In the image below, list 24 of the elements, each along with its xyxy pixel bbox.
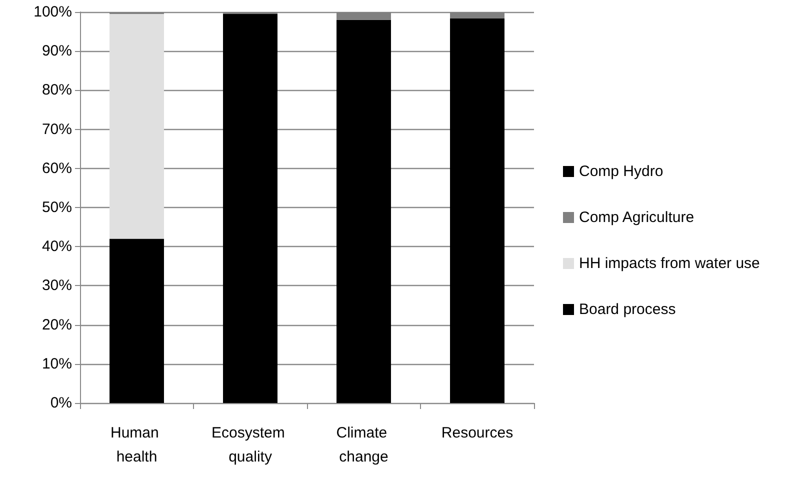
bar xyxy=(110,14,164,239)
legend-label: HH impacts from water use xyxy=(579,255,760,272)
x-tick-label: Ecosystem quality xyxy=(211,424,290,466)
y-tick-label: 60% xyxy=(42,160,72,177)
y-tick-label: 10% xyxy=(42,355,72,372)
x-tick-label: Climate change xyxy=(336,424,392,466)
x-tick-label: Resources xyxy=(441,424,514,442)
y-tick-label: 70% xyxy=(42,120,72,138)
y-tick-label: 90% xyxy=(42,42,72,60)
legend-label: Comp Agriculture xyxy=(579,209,694,226)
y-tick-label: 0% xyxy=(50,394,72,412)
bar xyxy=(110,238,164,403)
y-tick-label: 50% xyxy=(42,199,72,216)
x-tick-label: Human health xyxy=(110,424,164,466)
bar xyxy=(336,20,391,403)
bar xyxy=(450,18,504,403)
y-tick-label: 20% xyxy=(42,316,72,334)
y-tick-label: 40% xyxy=(42,238,72,256)
y-tick-label: 80% xyxy=(42,82,72,99)
y-tick-label: 30% xyxy=(42,277,72,294)
bar xyxy=(223,14,278,403)
y-tick-label: 100% xyxy=(34,4,72,20)
legend-label: Board process xyxy=(579,301,676,318)
legend-label: Comp Hydro xyxy=(579,163,664,180)
